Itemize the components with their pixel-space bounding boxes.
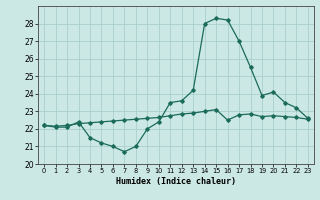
X-axis label: Humidex (Indice chaleur): Humidex (Indice chaleur): [116, 177, 236, 186]
